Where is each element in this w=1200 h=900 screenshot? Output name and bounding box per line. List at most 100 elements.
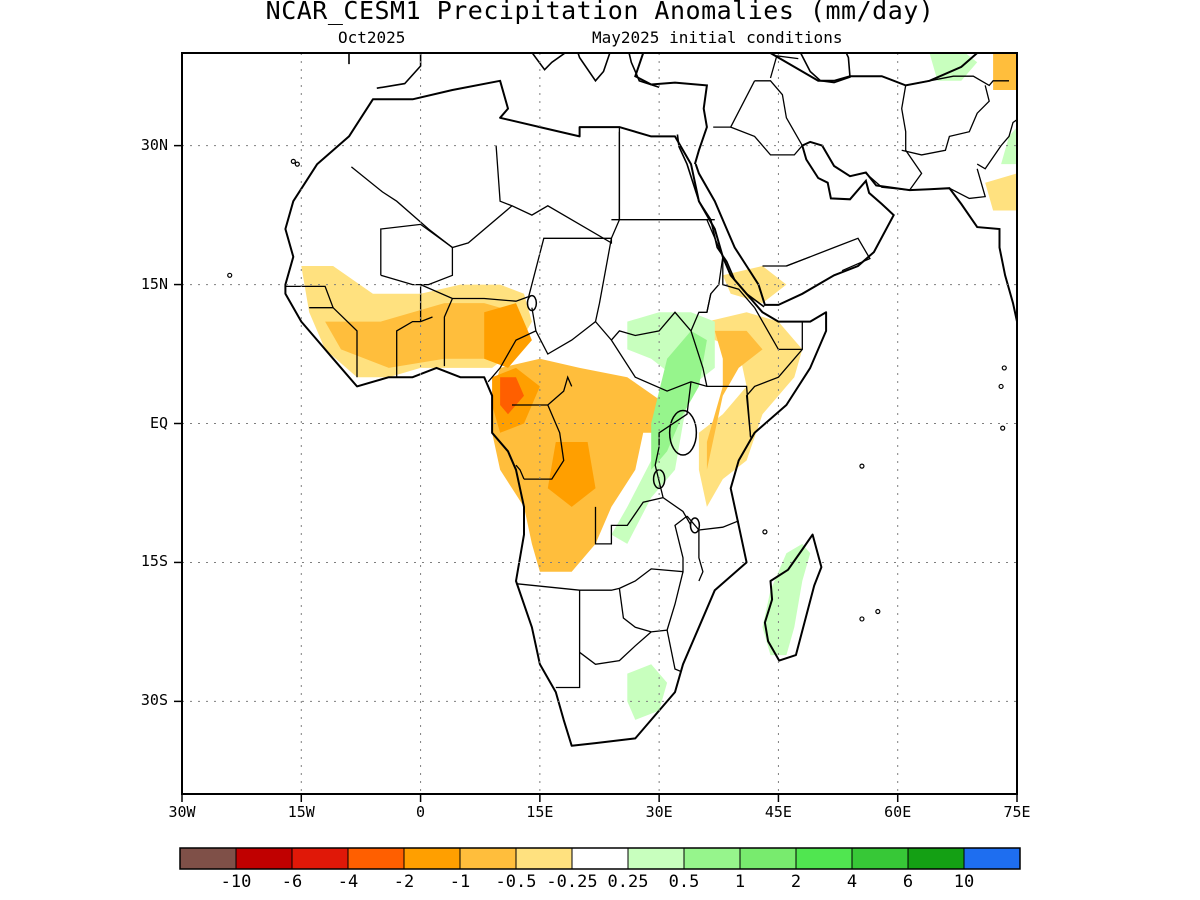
africa-coastline [284,79,828,747]
anomaly-region [500,377,524,415]
island-outline [1001,365,1007,371]
colorbar-label: 4 [846,872,858,892]
country-border [666,629,682,673]
country-border [690,293,712,332]
colorbar-swatch [963,847,1021,870]
init-conditions: May2025 initial conditions [592,28,843,47]
country-border [332,307,358,378]
island-outline [762,529,768,535]
country-border [865,85,923,191]
colorbar-swatch [907,847,965,870]
colorbar-swatch [571,847,629,870]
anomaly-region [929,53,978,81]
island-outline [290,158,296,164]
lat-label: 15S [140,552,168,571]
colorbar-swatch [403,847,461,870]
colorbar-swatch [795,847,853,870]
anomaly-region [484,303,532,368]
country-border [618,571,684,633]
country-border [905,75,1009,87]
country-border [594,496,664,545]
country-border [730,126,803,156]
colorbar-label: -4 [337,872,359,892]
colorbar-swatch [515,847,573,870]
country-border [769,55,799,79]
country-border [698,520,739,531]
colorbar-swatch [179,847,237,870]
country-border [495,145,513,207]
country-border [610,311,708,387]
anomaly-region [1001,127,1017,165]
country-border [515,464,525,480]
lon-label: 30E [645,803,673,821]
colorbar-label: 0.5 [668,872,700,892]
lat-label: EQ [149,413,168,432]
country-border [285,285,335,309]
island-outline [859,463,865,469]
island-outline [1000,425,1006,431]
colorbar-label: 6 [902,872,914,892]
colorbar-swatch [459,847,517,870]
lon-label: 15W [287,803,315,821]
mediterranean-north-coastline [376,53,660,89]
country-border [380,223,454,286]
colorbar-label: -6 [281,872,303,892]
anomaly-region [993,53,1017,90]
colorbar-swatch [627,847,685,870]
island-outline [859,616,865,622]
lake-outline [668,409,698,456]
country-border [654,381,692,526]
island-outline [294,161,300,167]
colorbar-label: 2 [790,872,802,892]
lat-label: 30S [140,691,168,710]
chart-title: NCAR_CESM1 Precipitation Anomalies (mm/d… [265,0,935,25]
colorbar-swatch [851,847,909,870]
colorbar-label: -0.5 [495,872,537,892]
country-border [579,631,652,665]
anomaly-region [985,173,1017,211]
lon-label: 0 [416,803,426,821]
lon-label: 45E [764,803,792,821]
lat-label: 30N [140,135,168,154]
lon-label: 75E [1003,803,1031,821]
country-border [524,404,565,480]
country-border [443,298,453,367]
lon-label: 30W [168,803,196,821]
valid-month: Oct2025 [338,28,406,47]
red-sea-west-coast [676,134,765,308]
anomaly-region [698,312,803,507]
country-border [396,316,433,378]
colorbar-swatch [739,847,797,870]
island-outline [227,272,233,278]
country-border [762,256,811,267]
anomaly-region [706,330,763,470]
caspian-coastline [799,53,851,84]
arabia-coastline [694,140,1017,322]
colorbar-label: 0.25 [607,872,649,892]
colorbar-label: -2 [393,872,415,892]
colorbar-label: -0.25 [546,872,598,892]
country-border [594,238,613,322]
country-border [713,80,756,128]
colorbar-swatch [291,847,349,870]
anomaly-region [651,330,707,470]
anomaly-region [722,266,787,304]
anomaly-region [325,303,516,368]
country-border [976,119,1017,170]
country-border [535,320,752,438]
country-border [754,307,803,351]
colorbar-label: -10 [220,872,252,892]
country-border [419,237,612,322]
country-border [487,307,537,383]
country-border [745,321,803,438]
colorbar-label: 10 [953,872,975,892]
colorbar-swatch [347,847,405,870]
anomaly-region [627,664,668,720]
colorbar-swatch [683,847,741,870]
lat-label: 15N [140,274,168,293]
lon-label: 15E [526,803,554,821]
colorbar-label: -1 [449,872,471,892]
madagascar-coastline [763,533,823,662]
country-border [512,375,573,406]
